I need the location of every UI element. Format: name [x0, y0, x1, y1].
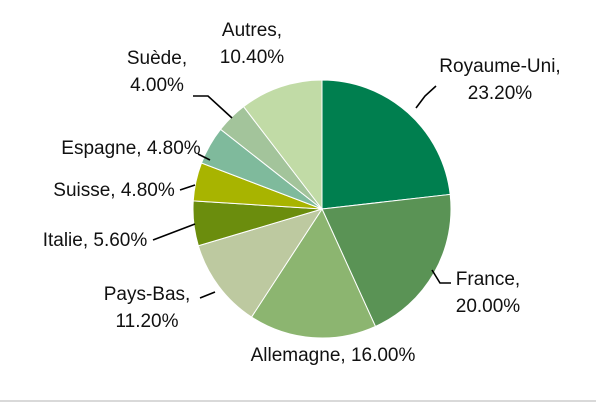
leader-line-espagne — [197, 153, 211, 161]
slice-value-pays-bas: 11.20% — [115, 311, 178, 332]
leader-lines — [152, 85, 451, 299]
slice-autres — [242, 79, 323, 211]
leader-line-france — [431, 269, 451, 284]
slice-allemagne — [250, 207, 377, 339]
slice-labels: Royaume-Uni, 23.20% France, 20.00% Allemagne… — [43, 20, 561, 366]
leader-line-royaume-uni — [415, 85, 437, 109]
slice-label-italie: Italie, 5.60% — [43, 230, 148, 251]
slice-label-france: France, — [456, 269, 520, 290]
slice-label-suisse: Suisse, 4.80% — [53, 180, 175, 201]
slice-label-suede: Suède, — [127, 48, 187, 69]
slice-royaume-uni — [321, 79, 451, 210]
slice-value-france: 20.00% — [456, 296, 521, 317]
leader-line-pays-bas — [199, 291, 216, 299]
slice-label-espagne: Espagne, 4.80% — [61, 138, 201, 159]
slice-label-allemagne: Allemagne, 16.00% — [251, 345, 416, 366]
slice-label-pays-bas: Pays-Bas, — [104, 284, 191, 305]
slice-value-suede: 4.00% — [130, 75, 184, 96]
slice-label-autres: Autres, — [222, 20, 282, 41]
slice-value-autres: 10.40% — [220, 47, 285, 68]
slice-value-royaume-uni: 23.20% — [468, 83, 533, 104]
slice-pays-bas — [197, 208, 324, 318]
leader-line-suisse — [179, 184, 196, 191]
pie-slices — [192, 79, 452, 339]
slice-label-royaume-uni: Royaume-Uni, — [439, 56, 560, 77]
leader-line-italie — [152, 223, 196, 241]
bottom-divider — [0, 400, 596, 402]
leader-line-suede — [193, 95, 233, 119]
